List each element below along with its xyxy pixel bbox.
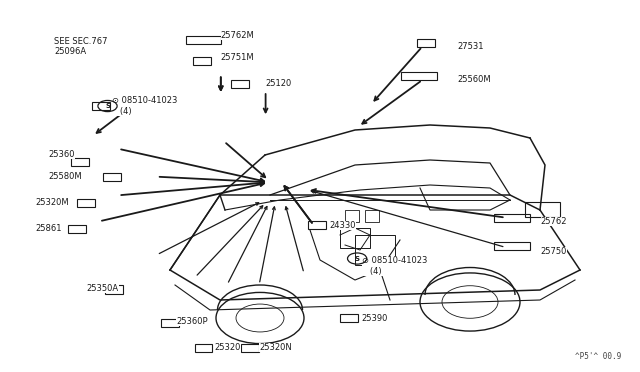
Text: 25320: 25320 (214, 343, 241, 352)
Bar (494, 242, 530, 250)
Bar (92, 102, 110, 110)
Text: 25390: 25390 (362, 314, 388, 323)
Text: S: S (105, 103, 110, 109)
Text: ⊙ 08510-41023
   (4): ⊙ 08510-41023 (4) (112, 96, 177, 116)
Bar (241, 344, 259, 352)
Text: 25350A: 25350A (86, 284, 118, 293)
Bar (340, 314, 358, 322)
Bar (401, 72, 437, 80)
Bar (355, 235, 395, 265)
Text: 25360P: 25360P (176, 317, 207, 326)
Bar (68, 225, 86, 233)
Bar (195, 344, 212, 352)
Bar (417, 39, 435, 47)
Bar (308, 221, 326, 229)
Bar (231, 80, 249, 88)
Bar (71, 158, 89, 166)
Text: ⊙ 08510-41023
   (4): ⊙ 08510-41023 (4) (362, 256, 427, 276)
Text: SEE SEC.767
25096A: SEE SEC.767 25096A (54, 37, 108, 56)
Bar (345, 210, 359, 222)
Text: 25360: 25360 (48, 150, 74, 159)
Bar (525, 202, 560, 217)
Bar (77, 199, 95, 207)
Text: 25120: 25120 (266, 79, 292, 88)
Text: 25751M: 25751M (221, 53, 255, 62)
Text: 27531: 27531 (458, 42, 484, 51)
Text: 25560M: 25560M (458, 76, 492, 84)
Text: ^P5'^ 00.9: ^P5'^ 00.9 (575, 352, 621, 361)
Bar (494, 214, 530, 222)
Text: 25762: 25762 (541, 217, 567, 226)
Bar (365, 210, 379, 222)
Text: 25762M: 25762M (221, 31, 255, 40)
Bar (161, 319, 179, 327)
Bar (340, 228, 370, 248)
Bar (105, 285, 123, 294)
Bar (193, 57, 211, 65)
Text: 25750: 25750 (541, 247, 567, 256)
Bar (186, 36, 221, 44)
Text: 25580M: 25580M (48, 172, 82, 181)
Text: S: S (355, 256, 360, 262)
Text: 24330: 24330 (330, 221, 356, 230)
Text: 25861: 25861 (35, 224, 61, 233)
Bar (103, 173, 121, 181)
Text: 25320M: 25320M (35, 198, 69, 207)
Text: 25320N: 25320N (259, 343, 292, 352)
